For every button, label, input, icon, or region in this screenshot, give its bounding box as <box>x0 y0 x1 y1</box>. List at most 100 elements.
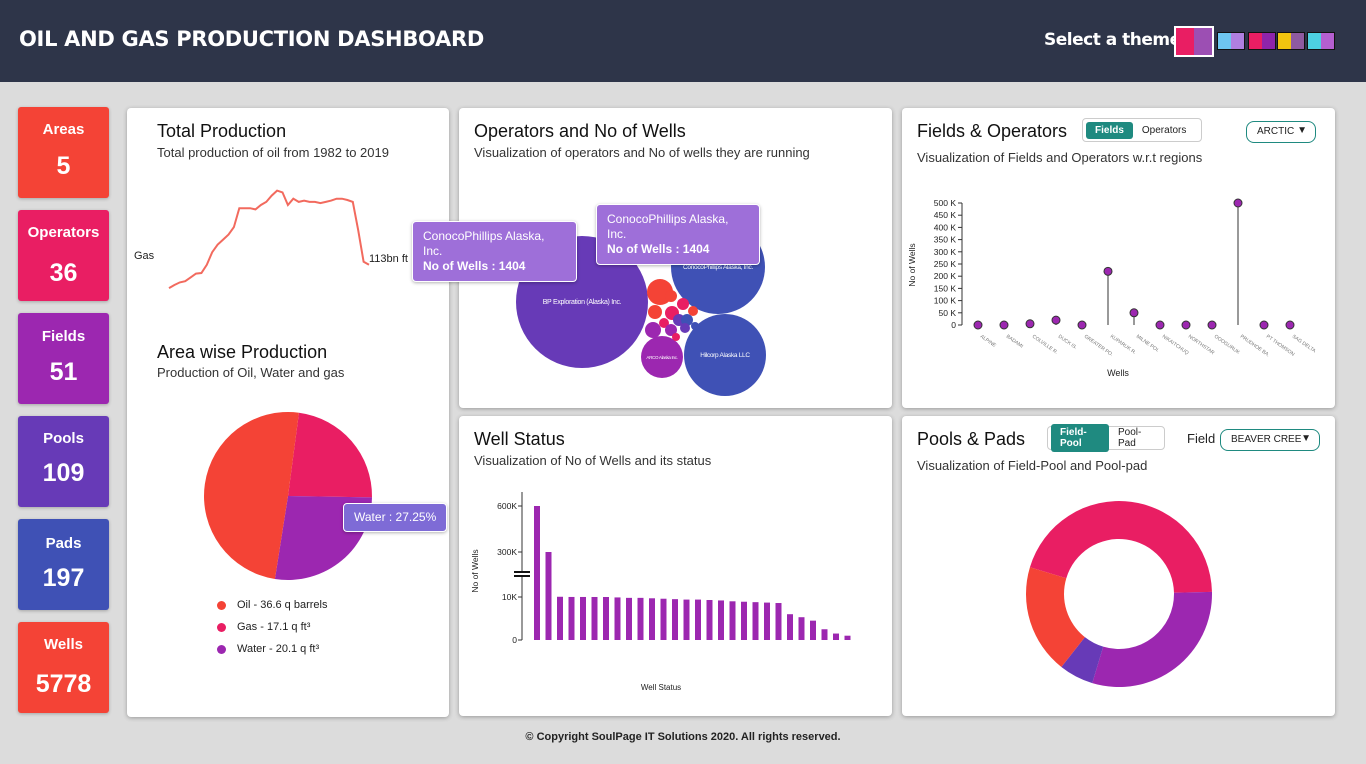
donut-segment <box>1061 637 1104 684</box>
operator-bubble <box>641 336 683 378</box>
operator-bubble <box>677 298 689 310</box>
legend-dot <box>217 623 226 632</box>
status-bar <box>603 597 609 640</box>
y-tick-label: 600K <box>497 501 517 511</box>
well-status-subtitle: Visualization of No of Wells and its sta… <box>474 453 712 468</box>
y-tick-label: 150 K <box>934 283 957 293</box>
x-tick-label: DUCK IS. <box>1057 334 1078 351</box>
region-select-value: ARCTIC <box>1257 126 1295 137</box>
x-axis-label: Wells <box>1107 368 1129 378</box>
status-bar <box>614 597 621 640</box>
production-card: Total Production Total production of oil… <box>127 108 449 717</box>
pools-pads-title: Pools & Pads <box>917 429 1026 449</box>
pie-slice-gas <box>288 412 372 498</box>
field-label: Field <box>1187 431 1216 446</box>
x-tick-label: OOOGURUK <box>1213 334 1241 356</box>
axis-break <box>514 572 530 576</box>
y-tick-label: 300K <box>497 547 517 557</box>
kpi-label: Pools <box>43 430 84 447</box>
status-bar <box>660 598 667 640</box>
theme-label: Select a theme : <box>1044 30 1193 50</box>
tooltip-name: ConocoPhillips Alaska, Inc. <box>423 229 545 258</box>
fields-operators-title: Fields & Operators <box>917 121 1068 141</box>
x-tick-label: MILNE POI. <box>1135 334 1160 354</box>
theme-swatch-2[interactable] <box>1217 32 1245 50</box>
y-tick-label: 10K <box>502 592 517 602</box>
toggle-pool-pad[interactable]: Pool-Pad <box>1117 427 1142 449</box>
status-bar <box>844 635 851 640</box>
kpi-value: 197 <box>42 564 85 592</box>
status-bar <box>568 596 575 640</box>
y-tick-label: 100 K <box>934 296 957 306</box>
lollipop-dot <box>1259 320 1269 330</box>
toggle-field-pool[interactable]: Field-Pool <box>1051 424 1109 452</box>
y-tick-label: 0 <box>512 635 517 645</box>
tooltip-name: ConocoPhillips Alaska, Inc. <box>607 212 729 241</box>
theme-swatch-5[interactable] <box>1307 32 1335 50</box>
kpi-label: Fields <box>41 328 86 345</box>
operator-bubble <box>648 305 662 319</box>
series-label: Gas <box>134 250 155 262</box>
operator-bubble <box>684 314 766 396</box>
operator-bubble <box>645 322 661 338</box>
total-production-chart <box>168 189 370 289</box>
y-axis-label: No of Wells <box>907 243 917 286</box>
operator-bubble <box>691 322 699 330</box>
operator-bubble <box>672 333 680 341</box>
y-tick-label: 350 K <box>934 235 957 245</box>
status-bar <box>626 597 632 640</box>
theme-swatch-4[interactable] <box>1277 32 1305 50</box>
status-bar <box>672 599 678 640</box>
fields-operators-subtitle: Visualization of Fields and Operators w.… <box>917 150 1203 165</box>
kpi-label: Areas <box>42 121 85 138</box>
x-tick-label: NIKAITCHUQ <box>1161 334 1190 357</box>
status-bar <box>580 596 586 640</box>
status-bar <box>683 599 690 640</box>
status-bar <box>729 601 736 640</box>
kpi-areas: Areas 5 <box>18 107 109 198</box>
status-bar <box>775 603 782 640</box>
region-select[interactable]: ARCTIC ▼ <box>1246 121 1316 143</box>
pools-pads-subtitle: Visualization of Field-Pool and Pool-pad <box>917 458 1148 473</box>
fields-operators-card: Fields & Operators Visualization of Fiel… <box>902 108 1335 408</box>
y-tick-label: 50 K <box>939 308 957 318</box>
status-bar <box>741 601 747 640</box>
well-status-card: Well Status Visualization of No of Wells… <box>459 416 892 716</box>
donut-segment <box>1026 567 1085 667</box>
kpi-fields: Fields 51 <box>18 313 109 404</box>
theme-swatch-3[interactable] <box>1248 32 1276 50</box>
lollipop-dot <box>1181 320 1191 330</box>
operator-bubble <box>665 324 677 336</box>
kpi-pools: Pools 109 <box>18 416 109 507</box>
lollipop-dot <box>1051 315 1061 325</box>
pools-pads-card: Pools & Pads Visualization of Field-Pool… <box>902 416 1335 716</box>
app-title: OIL AND GAS PRODUCTION DASHBOARD <box>19 27 484 51</box>
toggle-fields[interactable]: Fields <box>1086 121 1133 139</box>
theme-swatch-1[interactable] <box>1174 26 1214 57</box>
field-select[interactable]: BEAVER CREE ▼ <box>1220 429 1320 451</box>
lollipop-dot <box>1103 266 1113 276</box>
kpi-label: Pads <box>45 535 82 552</box>
fields-operators-toggle: Fields Operators <box>1082 118 1202 142</box>
x-tick-label: ALPINE <box>979 334 998 349</box>
pools-pads-toggle: Field-Pool Pool-Pad <box>1047 424 1165 452</box>
legend-label: Water - 20.1 q ft³ <box>237 643 320 655</box>
total-production-title: Total Production <box>157 121 287 141</box>
pie-tooltip: Water : 27.25% <box>343 503 448 532</box>
tooltip-value: No of Wells : 1404 <box>423 259 526 273</box>
operator-bubble <box>688 306 698 316</box>
kpi-pads: Pads 197 <box>18 519 109 610</box>
header-bar: OIL AND GAS PRODUCTION DASHBOARD Select … <box>0 0 1366 82</box>
legend-dot <box>217 601 226 610</box>
lollipop-dot <box>1285 320 1295 330</box>
lollipop-dot <box>1207 320 1217 330</box>
production-line <box>168 189 370 289</box>
operators-subtitle: Visualization of operators and No of wel… <box>474 145 810 160</box>
toggle-operators[interactable]: Operators <box>1141 124 1187 136</box>
status-bar <box>833 633 839 640</box>
status-bar <box>637 597 644 640</box>
operator-tooltip: ConocoPhillips Alaska, Inc. No of Wells :… <box>596 204 760 265</box>
well-status-title: Well Status <box>474 429 565 449</box>
status-bar <box>649 598 655 640</box>
legend-dot <box>217 645 226 654</box>
